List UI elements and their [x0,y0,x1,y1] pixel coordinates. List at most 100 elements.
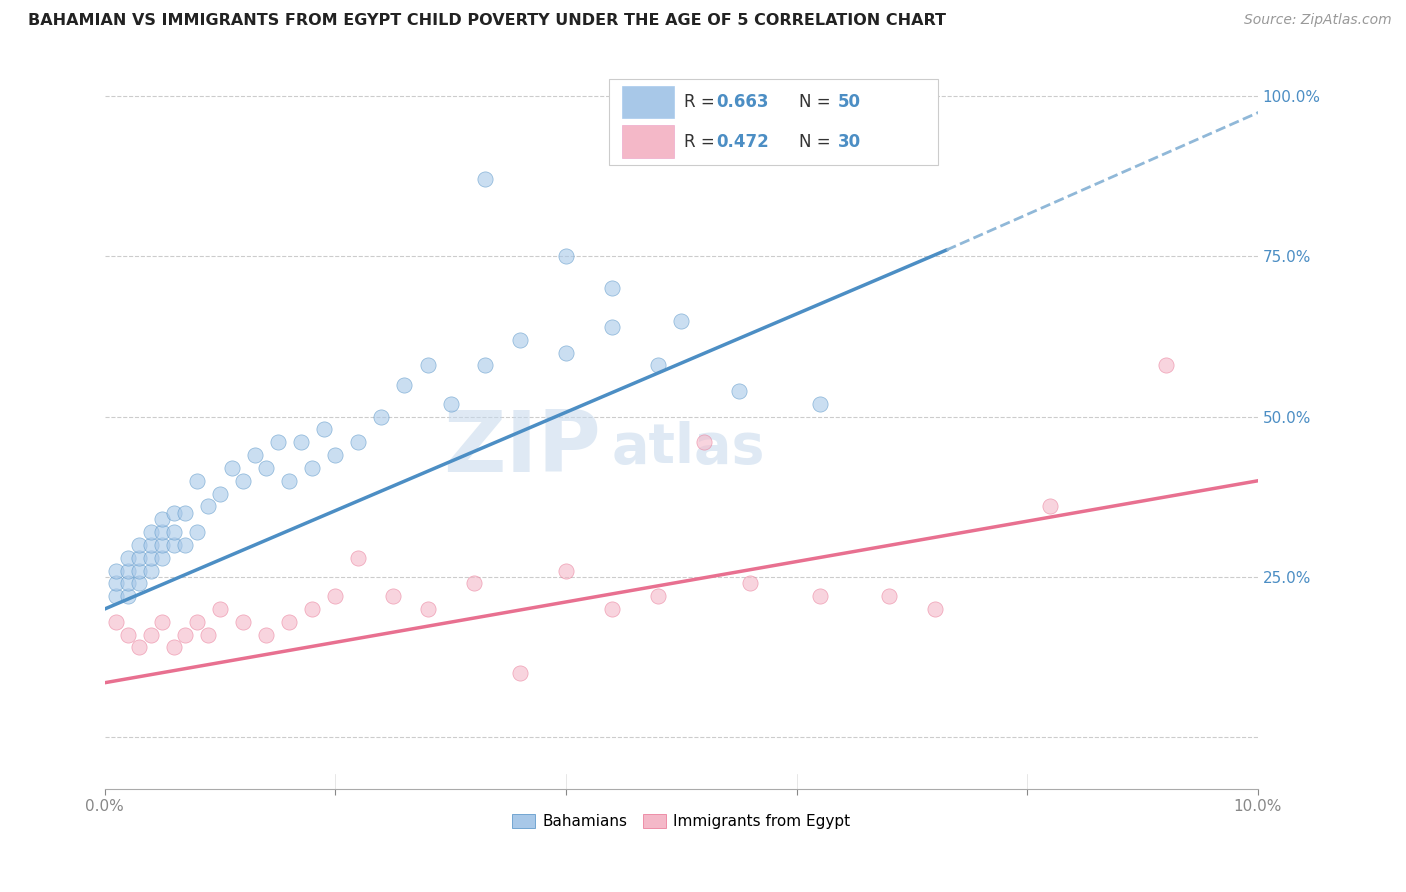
Point [290,435,312,450]
Point [208,602,231,616]
Point [105,589,128,603]
Point [509,666,531,681]
Point [463,576,485,591]
Text: 0.663: 0.663 [717,93,769,112]
Point [808,589,831,603]
Point [728,384,751,398]
Point [671,313,693,327]
Point [128,564,150,578]
Point [117,564,139,578]
Point [139,538,162,552]
Point [1154,359,1177,373]
Point [163,538,186,552]
Point [163,640,186,655]
Text: atlas: atlas [612,421,766,475]
Point [877,589,900,603]
Bar [623,126,673,158]
Point [370,409,392,424]
Point [347,550,370,565]
Point [150,550,173,565]
Point [924,602,946,616]
Point [150,512,173,526]
Point [440,397,463,411]
Point [197,500,219,514]
Point [105,615,128,629]
Point [163,506,186,520]
Point [117,589,139,603]
Point [197,627,219,641]
Point [600,320,623,334]
Point [139,627,162,641]
Text: R =: R = [683,133,720,151]
Point [600,602,623,616]
Point [254,461,277,475]
Point [128,640,150,655]
Point [186,615,208,629]
Text: 30: 30 [838,133,862,151]
Point [740,576,762,591]
Point [278,615,301,629]
Point [301,461,323,475]
Bar [623,86,673,119]
FancyBboxPatch shape [609,78,938,165]
Point [150,615,173,629]
Point [117,627,139,641]
Point [647,589,669,603]
Point [347,435,370,450]
Point [416,602,439,616]
Point [243,448,266,462]
Point [278,474,301,488]
Point [139,564,162,578]
Text: N =: N = [799,93,835,112]
Point [128,576,150,591]
Point [600,281,623,295]
Point [394,377,416,392]
Text: 0.472: 0.472 [717,133,769,151]
Point [208,486,231,500]
Point [174,538,197,552]
Text: Source: ZipAtlas.com: Source: ZipAtlas.com [1244,13,1392,28]
Point [150,524,173,539]
Point [474,359,496,373]
Point [301,602,323,616]
Point [128,550,150,565]
Point [266,435,288,450]
Point [232,615,254,629]
Point [647,359,669,373]
Point [221,461,243,475]
Point [139,524,162,539]
Point [128,538,150,552]
Point [381,589,404,603]
Legend: Bahamians, Immigrants from Egypt: Bahamians, Immigrants from Egypt [506,808,856,835]
Point [555,564,578,578]
Point [174,506,197,520]
Point [232,474,254,488]
Point [105,576,128,591]
Point [509,333,531,347]
Point [150,538,173,552]
Point [254,627,277,641]
Text: ZIP: ZIP [443,407,600,490]
Text: 50: 50 [838,93,860,112]
Point [139,550,162,565]
Point [174,627,197,641]
Point [323,448,346,462]
Point [474,172,496,186]
Text: BAHAMIAN VS IMMIGRANTS FROM EGYPT CHILD POVERTY UNDER THE AGE OF 5 CORRELATION C: BAHAMIAN VS IMMIGRANTS FROM EGYPT CHILD … [28,13,946,29]
Point [105,564,128,578]
Point [555,345,578,359]
Point [186,474,208,488]
Point [693,435,716,450]
Text: R =: R = [683,93,720,112]
Point [186,524,208,539]
Point [808,397,831,411]
Point [555,249,578,263]
Point [312,423,335,437]
Point [416,359,439,373]
Point [323,589,346,603]
Point [163,524,186,539]
Point [117,550,139,565]
Point [1039,500,1062,514]
Text: N =: N = [799,133,835,151]
Point [117,576,139,591]
